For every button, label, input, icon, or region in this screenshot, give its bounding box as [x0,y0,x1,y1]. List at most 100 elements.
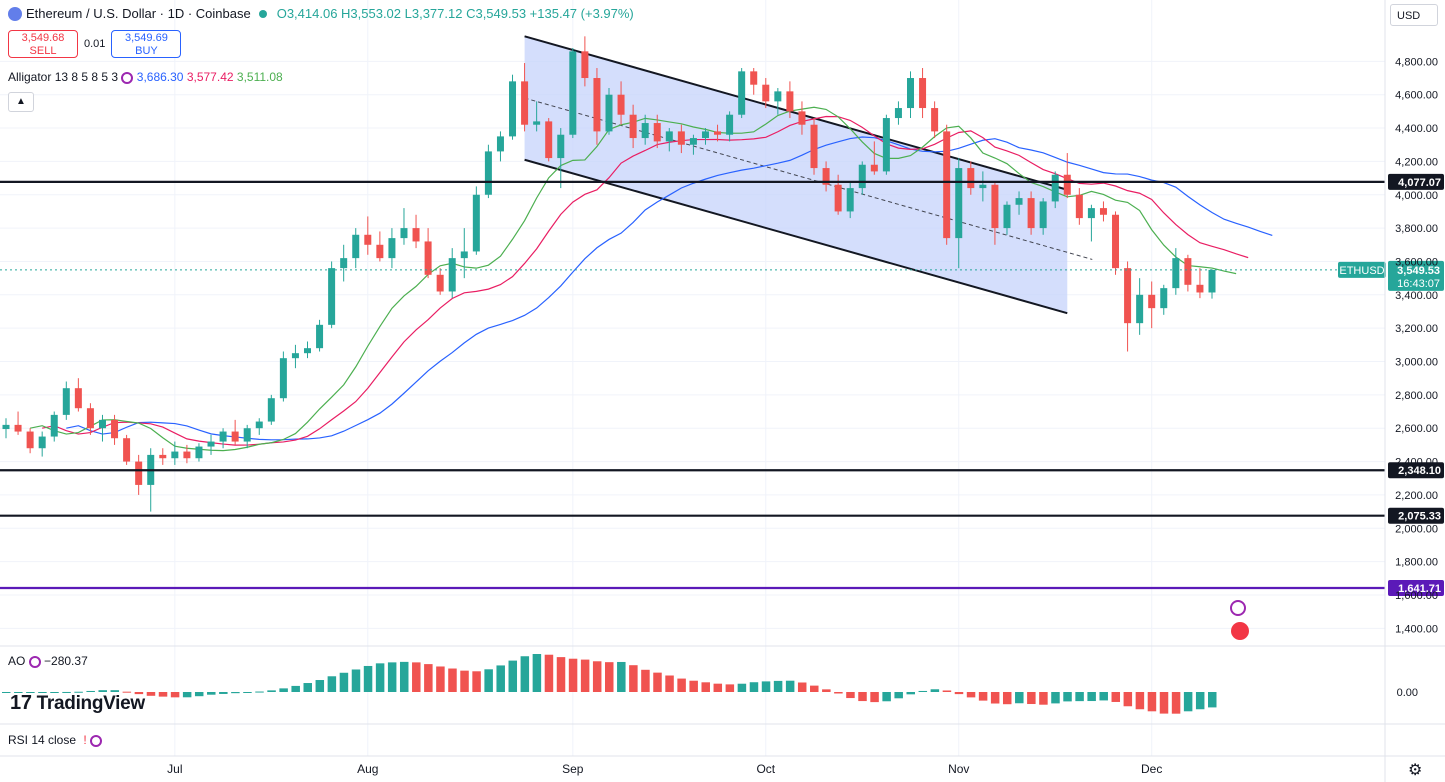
ao-bar [1063,692,1072,702]
price-tick-label: 2,800.00 [1395,390,1438,402]
ao-bar [1171,692,1181,714]
ao-value: −280.37 [44,654,88,668]
candle-body [14,424,22,432]
ao-bar [641,669,650,692]
ao-bar [14,692,23,693]
ao-name: AO [8,654,26,668]
ao-bar [62,691,71,693]
candle-body [701,131,709,139]
ao-bar [496,665,505,692]
candle-body [484,151,492,195]
ao-bar [773,680,783,692]
ao-bar [870,692,879,703]
ao-bar [38,692,47,693]
price-tick-label: 3,000.00 [1395,357,1438,369]
trade-panel: 3,549.68 SELL 0.01 3,549.69 BUY [8,30,182,58]
collapse-legend-button[interactable]: ▲ [8,92,34,112]
ao-bar [243,692,252,693]
ao-bar [1002,692,1012,705]
ao-bar [653,672,662,692]
ao-bar [484,669,493,692]
ao-bar [918,690,928,692]
channel-upper-line [524,35,1068,191]
ao-bar [1208,692,1217,708]
market-open-icon [258,9,267,18]
ao-settings-icon[interactable] [28,655,41,668]
candle-body [1112,214,1120,269]
candle-body [460,251,468,259]
gear-icon[interactable]: ⚙ [1408,762,1423,779]
candle-body [316,324,324,349]
ao-bar [1087,692,1096,702]
price-tick-label: 3,400.00 [1395,290,1438,302]
tradingview-logo: 17 TradingView [10,692,145,714]
ao-bar [98,690,107,692]
channel-mid-line [524,97,1093,260]
candle-body [50,414,58,437]
rsi-settings-icon[interactable] [90,734,103,747]
ao-bar [1015,692,1024,704]
sell-button[interactable]: 3,549.68 SELL [8,30,78,58]
alligator-legend[interactable]: Alligator 13 8 5 8 5 3 3,686.30 3,577.42… [8,70,283,84]
symbol-tag-bg [1338,261,1386,278]
price-tick-label: 1,400.00 [1395,623,1438,635]
candle-body [123,438,131,462]
candle-body [858,164,866,189]
ao-legend[interactable]: AO −280.37 [8,654,88,668]
ao-bar [689,680,698,692]
ao-bar [207,692,216,695]
ao-bar [158,692,168,697]
currency-selector[interactable]: USD [1390,4,1438,26]
candle-body [846,188,854,212]
ao-bar [568,658,578,692]
ao-bar [351,669,361,692]
ao-bar [170,692,180,698]
ao-bar [834,692,843,694]
ao-bar [2,692,11,693]
candle-body [557,134,565,159]
candle-body [509,81,517,137]
candle-body [593,78,601,132]
candle-body [364,234,372,245]
rsi-legend[interactable]: RSI 14 close ! [8,733,103,747]
alligator-name: Alligator 13 8 5 8 5 3 [8,70,119,84]
alligator-settings-icon[interactable] [121,71,134,84]
ao-bar [737,683,747,692]
ao-bar [303,683,312,692]
sell-price: 3,549.68 [21,32,65,44]
candle-body [267,398,275,422]
ao-bar [182,692,192,698]
ao-bar [412,662,421,692]
descending-channel [524,35,1093,315]
candle-body [533,121,541,125]
ao-bar [1183,692,1193,712]
time-tick-label: Jul [167,762,182,776]
ao-bar [279,688,288,692]
countdown-label: 16:43:07 [1397,278,1440,290]
level-label: 4,077.07 [1398,177,1441,189]
ao-bar [1195,692,1205,710]
ao-bar [1123,692,1133,707]
buy-button[interactable]: 3,549.69 BUY [111,30,182,58]
symbol-title[interactable]: Ethereum / U.S. Dollar · 1D · Coinbase [26,6,251,21]
candle-body [810,124,818,169]
ao-bar [146,692,156,696]
ao-bar [448,668,457,692]
candle-body [750,71,758,85]
candle-body [1208,269,1216,293]
candle-body [1087,208,1095,219]
candle-body [86,408,94,429]
rsi-warning-icon[interactable]: ! [83,733,87,747]
candle-body [1015,198,1023,205]
ao-bar [134,692,144,695]
ao-bar [990,692,1000,704]
price-tick-label: 3,600.00 [1395,256,1438,268]
time-axis: Jul Aug Sep Oct Nov Dec [167,762,1162,776]
ao-bar [291,685,300,692]
candle-body [183,451,191,459]
candle-body [496,136,504,152]
candle-body [424,241,432,275]
level-label-bg [1388,462,1444,479]
